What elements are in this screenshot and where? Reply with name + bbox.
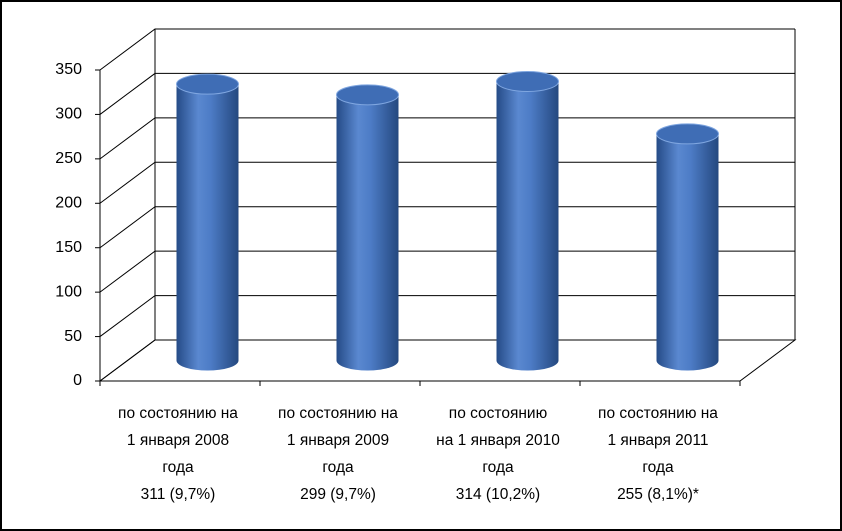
bar-top (336, 84, 399, 106)
bar (336, 84, 399, 371)
bar-body (176, 84, 239, 371)
grid-line (99, 295, 795, 337)
bar-body (656, 133, 719, 371)
bar-top (656, 123, 719, 145)
bar (176, 73, 239, 371)
y-tick-label: 350 (55, 61, 82, 78)
grid-line (99, 28, 795, 71)
grid-line (99, 339, 795, 382)
y-tick-label: 0 (73, 372, 82, 389)
bar (656, 123, 719, 371)
y-tick-label: 100 (55, 283, 82, 300)
y-tick-label: 300 (55, 106, 82, 123)
x-tick-label: по состоянию на 1 января 2010 года 314 (… (436, 405, 560, 503)
y-tick-label: 250 (55, 150, 82, 167)
bar-top (496, 70, 559, 92)
grid-line (99, 161, 795, 204)
bar-top (176, 73, 239, 95)
grid-line (99, 206, 795, 249)
y-tick-label: 150 (55, 239, 82, 256)
grid-line (99, 117, 795, 160)
grid-line (99, 72, 795, 115)
x-tick-label: по состоянию на 1 января 2009 года 299 (… (278, 405, 398, 503)
y-tick-label: 200 (55, 195, 82, 212)
grid-line (99, 250, 795, 293)
bar-body (336, 94, 399, 371)
x-tick-label: по состоянию на 1 января 2011 года 255 (… (598, 405, 718, 503)
bar-body (496, 81, 559, 371)
bar (496, 70, 559, 371)
x-tick-label: по состоянию на 1 января 2008 года 311 (… (118, 405, 238, 503)
y-tick-label: 50 (64, 328, 82, 345)
